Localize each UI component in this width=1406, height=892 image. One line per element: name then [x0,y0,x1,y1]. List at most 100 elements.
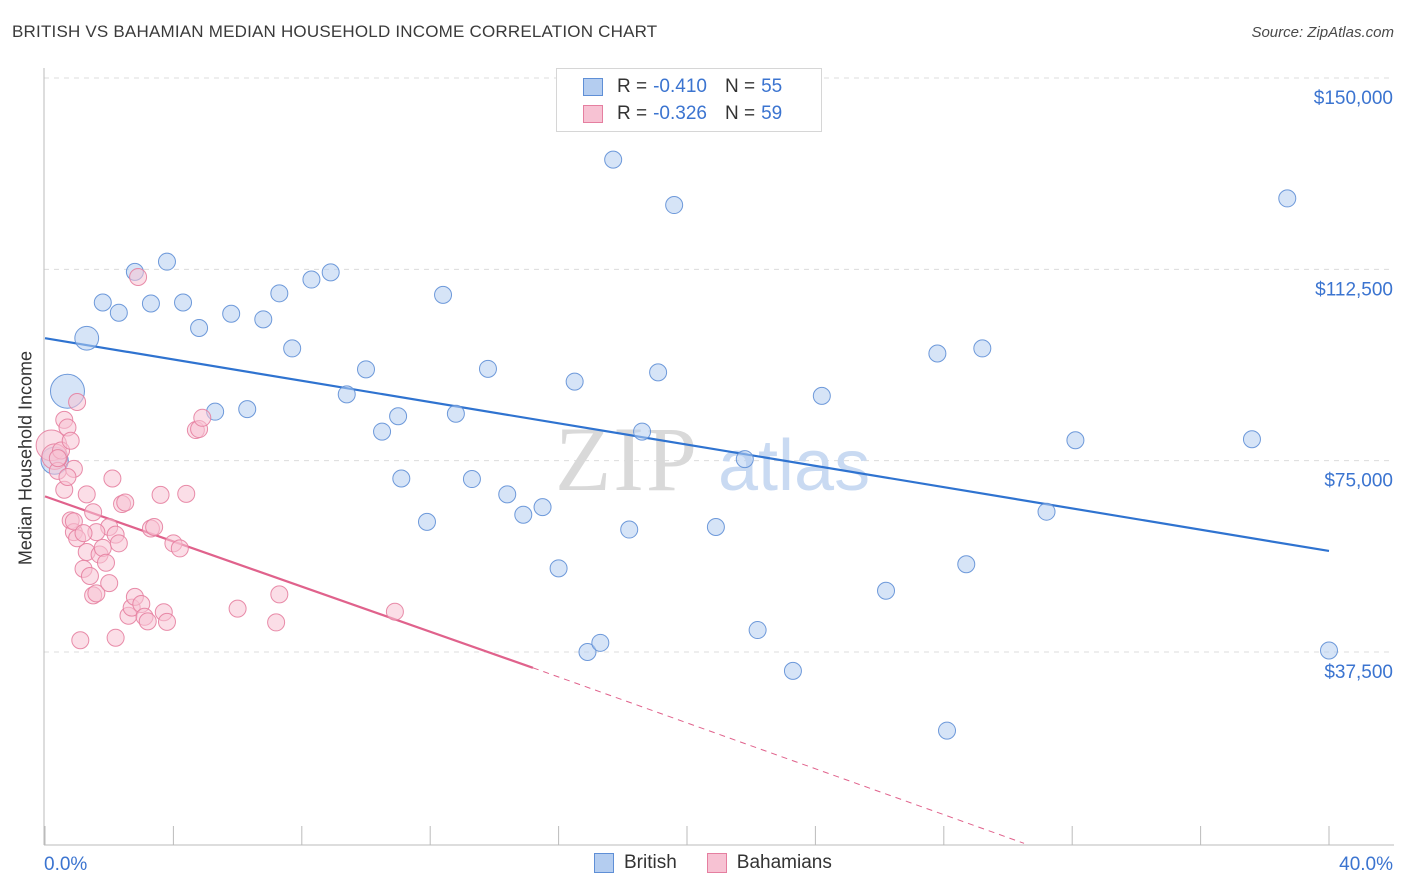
british-point [392,469,411,488]
bahamians-point [87,584,106,603]
bahamians-point [193,408,212,427]
bahamians-point [145,517,164,536]
bahamians-point [116,493,135,512]
y-tick-label: $150,000 [1314,88,1393,109]
british-point [1242,430,1261,449]
bahamians-point [109,534,128,553]
bahamians-point [138,612,157,631]
bahamians-point [106,628,125,647]
bahamians-point [177,484,196,503]
british-swatch [594,853,614,873]
source-label: Source: ZipAtlas.com [1251,24,1394,41]
n-label: N = [724,103,756,124]
british-point [578,643,597,661]
british-point [549,559,568,578]
british-point [604,150,623,169]
y-tick-label: $37,500 [1324,662,1393,683]
trendlines [44,337,1330,844]
legend-item-british[interactable]: British [594,852,677,874]
british-point [1037,502,1056,521]
british-point [446,404,465,423]
bahamians-point [100,574,119,593]
bahamians-point [71,631,90,650]
bahamians-point [228,599,247,618]
british-swatch [583,78,603,96]
british-point [337,385,356,404]
british-point [174,293,193,312]
british-point [812,386,831,405]
trendline-bahamians [44,495,534,669]
british-point [302,270,321,289]
bahamians-point [151,485,170,504]
british-point [735,450,754,469]
british-point [222,304,241,323]
bahamians-point [270,585,289,604]
british-point [321,263,340,282]
british-point [157,252,176,271]
bahamians-point [84,503,103,522]
british-point [591,633,610,652]
n-value: 55 [761,76,783,97]
bahamians-point [103,469,122,488]
y-tick-label: $75,000 [1324,471,1393,492]
bahamians-point [170,539,189,558]
bahamians-point [80,566,99,585]
british-point [973,339,992,358]
grid-lines [44,77,1394,653]
points [35,150,1338,740]
legend-label-bahamians: Bahamians [736,852,832,873]
y-axis-label: Median Household Income [15,350,36,566]
british-point [462,470,481,489]
bahamians-swatch [583,105,603,123]
x-tick-label: 40.0% [1339,854,1393,875]
british-point [254,310,273,329]
bahamians-point [157,612,176,631]
british-point [1278,189,1297,208]
trendline-british [44,337,1330,553]
british-point [357,360,375,379]
british-point [238,400,257,419]
y-tick-label: $112,500 [1315,279,1393,300]
bahamians-point [93,538,112,557]
british-point [283,339,302,358]
n-value: 59 [761,103,783,124]
british-point [93,293,112,312]
legend-item-bahamians[interactable]: Bahamians [706,852,832,874]
r-label: R = [617,103,648,124]
bahamians-point [129,267,148,286]
n-label: N = [724,76,756,97]
bahamians-point [61,431,80,450]
british-point [665,196,684,215]
british-point [1320,641,1338,660]
tick-labels: $37,500 $75,000 $112,500 $150,000 0.0% 40.0% [44,88,1393,875]
british-point [270,284,289,303]
bahamians-point [68,392,87,411]
british-point [514,505,533,524]
series-legend: British Bahamians [594,852,862,874]
trendline-bahamians-extension [532,667,1025,844]
british-point [706,517,725,536]
british-point [533,498,552,517]
legend-label-british: British [624,852,677,873]
british-point [957,555,976,574]
watermark-zip: ZIP [555,408,699,510]
british-point [783,661,802,680]
bahamians-point [96,553,115,572]
british-point [109,303,128,322]
bahamians-point [385,602,404,621]
british-point [498,485,517,504]
british-point [877,581,896,600]
bahamians-swatch [706,853,727,873]
british-point [565,372,584,391]
british-point [928,344,947,363]
british-point [141,294,160,313]
british-point [1066,431,1085,450]
bahamians-point [74,524,93,543]
r-label: R = [617,76,648,97]
british-point [389,407,408,426]
bahamians-point [48,449,67,468]
chart-title: BRITISH VS BAHAMIAN MEDIAN HOUSEHOLD INC… [12,22,658,41]
bahamians-point [64,512,83,531]
british-point [190,319,209,338]
